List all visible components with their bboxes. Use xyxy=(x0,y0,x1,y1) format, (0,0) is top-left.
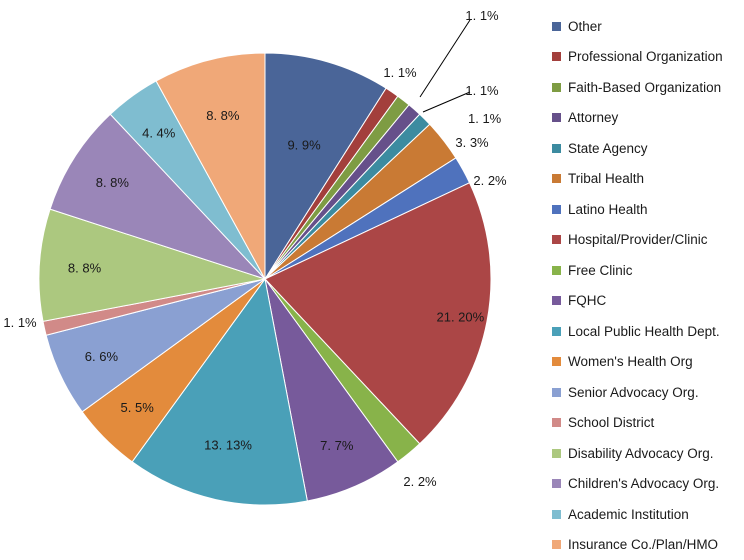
legend-swatch xyxy=(552,449,561,458)
legend-item: Local Public Health Dept. xyxy=(552,316,744,347)
legend-label: Faith-Based Organization xyxy=(568,80,721,95)
data-label: 2. 2% xyxy=(473,173,507,188)
data-label: 2. 2% xyxy=(403,474,437,489)
legend-label: Women's Health Org xyxy=(568,354,693,369)
legend-label: School District xyxy=(568,415,654,430)
legend-label: Hospital/Provider/Clinic xyxy=(568,232,708,247)
legend-item: FQHC xyxy=(552,286,744,317)
legend-item: Tribal Health xyxy=(552,164,744,195)
data-label: 1. 1% xyxy=(468,111,502,126)
data-label: 13. 13% xyxy=(204,437,252,452)
legend-item: Women's Health Org xyxy=(552,347,744,378)
legend-item: State Agency xyxy=(552,133,744,164)
legend-label: Children's Advocacy Org. xyxy=(568,476,719,491)
legend-item: Insurance Co./Plan/HMO xyxy=(552,530,744,560)
legend-swatch xyxy=(552,357,561,366)
legend-swatch xyxy=(552,144,561,153)
legend-label: Disability Advocacy Org. xyxy=(568,446,714,461)
legend-label: Free Clinic xyxy=(568,263,633,278)
legend-swatch xyxy=(552,22,561,31)
legend-swatch xyxy=(552,266,561,275)
legend-label: Insurance Co./Plan/HMO xyxy=(568,537,718,552)
legend-item: School District xyxy=(552,408,744,439)
legend-item: Disability Advocacy Org. xyxy=(552,438,744,469)
data-label: 8. 8% xyxy=(96,175,130,190)
data-label: 5. 5% xyxy=(121,400,155,415)
data-label: 8. 8% xyxy=(68,261,102,276)
legend-swatch xyxy=(552,510,561,519)
data-label: 21. 20% xyxy=(437,309,485,324)
legend-label: Professional Organization xyxy=(568,49,723,64)
legend-item: Free Clinic xyxy=(552,255,744,286)
legend-item: Hospital/Provider/Clinic xyxy=(552,225,744,256)
legend-label: Local Public Health Dept. xyxy=(568,324,720,339)
leader-line xyxy=(423,92,470,112)
legend-swatch xyxy=(552,540,561,549)
legend-item: Faith-Based Organization xyxy=(552,72,744,103)
legend-swatch xyxy=(552,235,561,244)
legend-item: Attorney xyxy=(552,103,744,134)
data-label: 4. 4% xyxy=(142,126,176,141)
legend-label: Academic Institution xyxy=(568,507,689,522)
data-label: 1. 1% xyxy=(465,8,499,23)
pie-chart: 9. 9% 1. 1% 1. 1% 1. 1% 1. 1% 3. 3% 2. 2% 21. 2… xyxy=(0,0,552,553)
legend-swatch xyxy=(552,83,561,92)
legend-label: Latino Health xyxy=(568,202,648,217)
legend: Other Professional Organization Faith-Base… xyxy=(552,11,744,560)
pie-slices xyxy=(39,53,491,505)
legend-item: Senior Advocacy Org. xyxy=(552,377,744,408)
legend-swatch xyxy=(552,205,561,214)
legend-label: Other xyxy=(568,19,602,34)
legend-item: Latino Health xyxy=(552,194,744,225)
legend-label: State Agency xyxy=(568,141,648,156)
data-label: 9. 9% xyxy=(287,137,321,152)
data-label: 7. 7% xyxy=(320,438,354,453)
data-label: 1. 1% xyxy=(383,65,417,80)
data-label: 6. 6% xyxy=(85,349,119,364)
legend-swatch xyxy=(552,388,561,397)
legend-label: FQHC xyxy=(568,293,606,308)
legend-item: Professional Organization xyxy=(552,42,744,73)
data-label: 8. 8% xyxy=(206,108,240,123)
legend-swatch xyxy=(552,327,561,336)
legend-label: Attorney xyxy=(568,110,618,125)
data-label: 3. 3% xyxy=(455,135,489,150)
legend-item: Other xyxy=(552,11,744,42)
leader-lines xyxy=(420,20,470,112)
data-label: 1. 1% xyxy=(465,83,499,98)
legend-swatch xyxy=(552,52,561,61)
legend-swatch xyxy=(552,418,561,427)
data-label: 1. 1% xyxy=(3,315,37,330)
legend-item: Children's Advocacy Org. xyxy=(552,469,744,500)
legend-swatch xyxy=(552,296,561,305)
leader-line xyxy=(420,20,470,97)
legend-item: Academic Institution xyxy=(552,499,744,530)
legend-swatch xyxy=(552,113,561,122)
legend-swatch xyxy=(552,479,561,488)
legend-label: Tribal Health xyxy=(568,171,644,186)
legend-swatch xyxy=(552,174,561,183)
legend-label: Senior Advocacy Org. xyxy=(568,385,699,400)
